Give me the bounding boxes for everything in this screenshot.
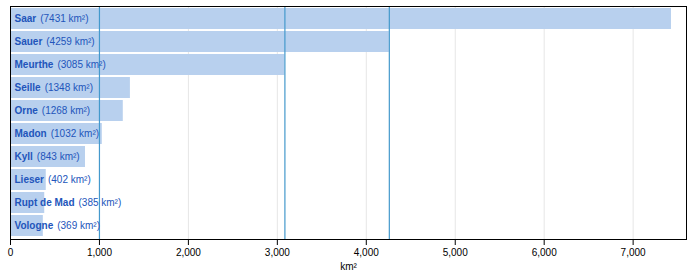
svg-text:(3085 km²): (3085 km²): [57, 59, 105, 70]
svg-text:6,000: 6,000: [532, 247, 557, 258]
svg-text:(1348 km²): (1348 km²): [45, 82, 93, 93]
svg-text:(843 km²): (843 km²): [37, 151, 80, 162]
svg-text:(4259 km²): (4259 km²): [46, 36, 94, 47]
svg-text:(385 km²): (385 km²): [78, 197, 121, 208]
svg-text:7,000: 7,000: [621, 247, 646, 258]
svg-text:(402 km²): (402 km²): [48, 174, 91, 185]
svg-text:Rupt de Mad: Rupt de Mad: [15, 197, 75, 208]
svg-text:Meurthe: Meurthe: [15, 59, 54, 70]
svg-text:0: 0: [8, 247, 14, 258]
svg-text:(369 km²): (369 km²): [57, 220, 100, 231]
svg-text:2,000: 2,000: [176, 247, 201, 258]
svg-text:Sauer: Sauer: [15, 36, 43, 47]
svg-text:(1268 km²): (1268 km²): [42, 105, 90, 116]
svg-text:Lieser: Lieser: [15, 174, 45, 185]
svg-text:Vologne: Vologne: [15, 220, 54, 231]
svg-text:Saar: Saar: [15, 13, 37, 24]
svg-text:1,000: 1,000: [87, 247, 112, 258]
svg-text:(1032 km²): (1032 km²): [51, 128, 99, 139]
svg-text:Kyll: Kyll: [15, 151, 34, 162]
svg-text:5,000: 5,000: [443, 247, 468, 258]
svg-text:km²: km²: [340, 261, 357, 272]
svg-text:(7431 km²): (7431 km²): [40, 13, 88, 24]
svg-text:3,000: 3,000: [265, 247, 290, 258]
svg-text:4,000: 4,000: [354, 247, 379, 258]
svg-text:Seille: Seille: [15, 82, 42, 93]
svg-text:Orne: Orne: [15, 105, 39, 116]
svg-text:Madon: Madon: [15, 128, 47, 139]
